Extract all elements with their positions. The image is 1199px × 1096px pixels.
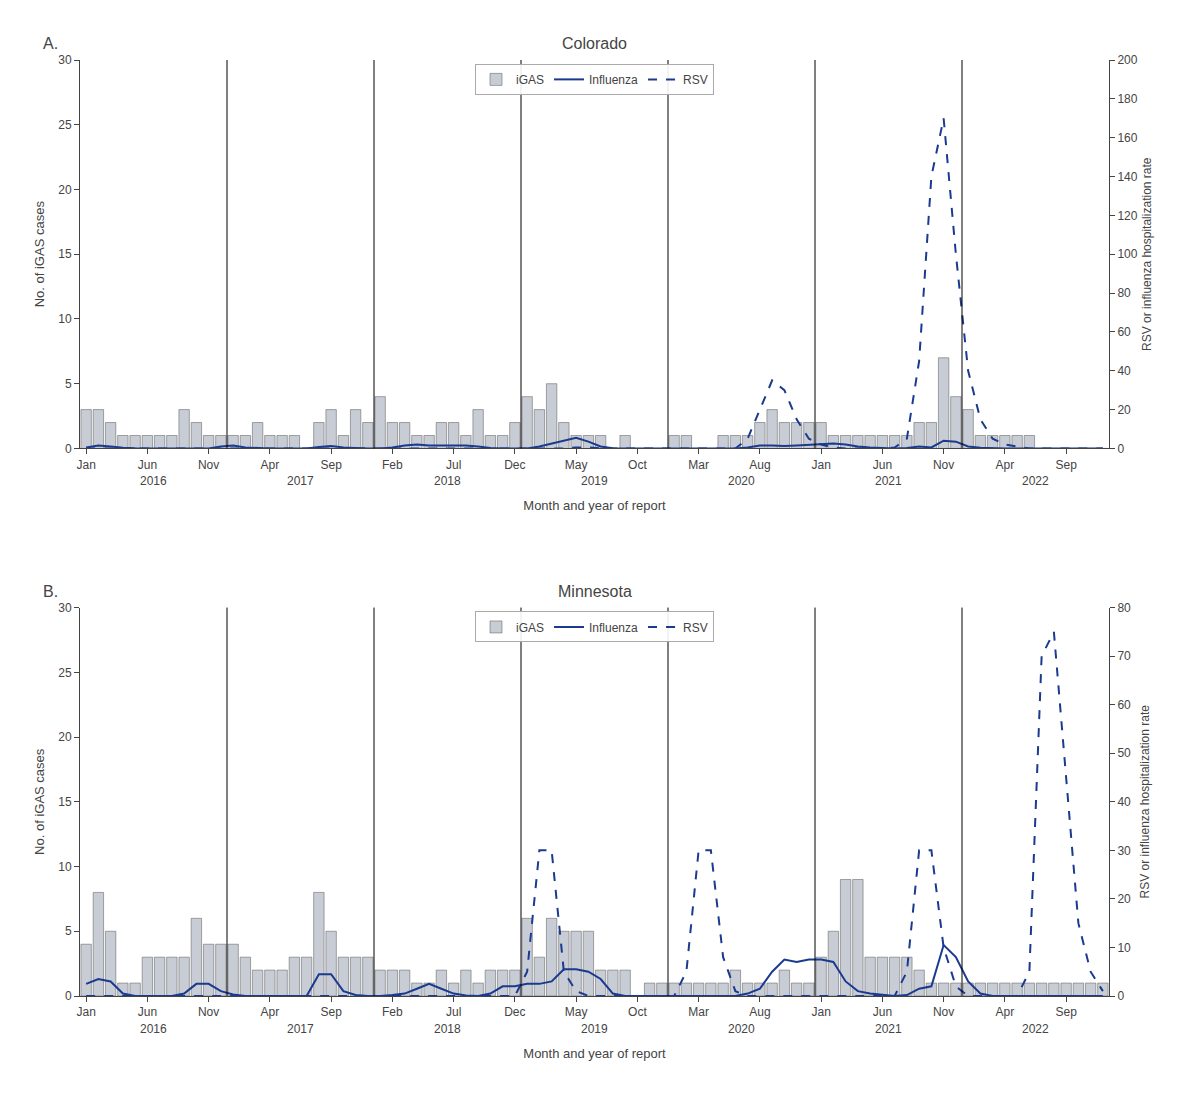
svg-text:Sep: Sep — [320, 458, 342, 472]
svg-text:Jul: Jul — [446, 1005, 461, 1019]
svg-text:Aug: Aug — [749, 1005, 770, 1019]
svg-text:Dec: Dec — [504, 1005, 525, 1019]
svg-text:60: 60 — [1117, 698, 1131, 712]
svg-text:Apr: Apr — [996, 458, 1015, 472]
svg-text:Jan: Jan — [76, 1005, 95, 1019]
svg-text:20: 20 — [1117, 403, 1131, 417]
svg-text:10: 10 — [58, 312, 72, 326]
svg-text:70: 70 — [1117, 649, 1131, 663]
svg-text:Minnesota: Minnesota — [558, 583, 632, 600]
svg-text:30: 30 — [58, 601, 72, 615]
svg-text:10: 10 — [1117, 941, 1131, 955]
svg-text:Jan: Jan — [811, 1005, 830, 1019]
svg-text:2019: 2019 — [581, 474, 608, 488]
svg-text:Nov: Nov — [933, 1005, 954, 1019]
svg-text:80: 80 — [1117, 286, 1131, 300]
svg-text:B.: B. — [43, 583, 58, 600]
svg-text:RSV: RSV — [683, 73, 708, 87]
svg-text:Apr: Apr — [261, 1005, 280, 1019]
svg-text:2020: 2020 — [728, 1022, 755, 1036]
svg-text:Oct: Oct — [628, 1005, 647, 1019]
svg-text:40: 40 — [1117, 795, 1131, 809]
svg-text:Month and year of report: Month and year of report — [523, 498, 666, 513]
svg-text:iGAS: iGAS — [516, 621, 544, 635]
svg-text:0: 0 — [65, 989, 72, 1003]
svg-text:20: 20 — [1117, 892, 1131, 906]
svg-text:100: 100 — [1117, 247, 1137, 261]
svg-text:No. of iGAS cases: No. of iGAS cases — [32, 201, 47, 308]
svg-text:Sep: Sep — [1055, 1005, 1077, 1019]
svg-text:Jan: Jan — [811, 458, 830, 472]
svg-text:40: 40 — [1117, 364, 1131, 378]
svg-text:2021: 2021 — [875, 1022, 902, 1036]
svg-text:2016: 2016 — [140, 474, 167, 488]
svg-text:Sep: Sep — [1055, 458, 1077, 472]
svg-text:2018: 2018 — [434, 1022, 461, 1036]
svg-text:2019: 2019 — [581, 1022, 608, 1036]
svg-text:20: 20 — [58, 183, 72, 197]
svg-text:2016: 2016 — [140, 1022, 167, 1036]
svg-text:RSV: RSV — [683, 621, 708, 635]
svg-text:80: 80 — [1117, 601, 1131, 615]
svg-text:5: 5 — [65, 924, 72, 938]
svg-text:5: 5 — [65, 377, 72, 391]
svg-text:180: 180 — [1117, 92, 1137, 106]
svg-text:15: 15 — [58, 795, 72, 809]
svg-text:2021: 2021 — [875, 474, 902, 488]
svg-text:Mar: Mar — [688, 1005, 709, 1019]
svg-text:May: May — [565, 1005, 588, 1019]
svg-text:Jun: Jun — [138, 458, 157, 472]
svg-text:Nov: Nov — [198, 458, 219, 472]
svg-text:Oct: Oct — [628, 458, 647, 472]
svg-text:iGAS: iGAS — [516, 73, 544, 87]
svg-text:Month and year of report: Month and year of report — [523, 1046, 666, 1061]
svg-text:2018: 2018 — [434, 474, 461, 488]
svg-text:50: 50 — [1117, 746, 1131, 760]
svg-text:Colorado: Colorado — [562, 35, 627, 52]
svg-text:Jun: Jun — [873, 1005, 892, 1019]
svg-text:30: 30 — [58, 53, 72, 67]
svg-text:10: 10 — [58, 860, 72, 874]
svg-text:30: 30 — [1117, 844, 1131, 858]
svg-text:0: 0 — [1117, 989, 1124, 1003]
svg-text:Feb: Feb — [382, 1005, 403, 1019]
svg-text:RSV or influenza hospitalizati: RSV or influenza hospitalization rate — [1138, 705, 1152, 899]
svg-text:Influenza: Influenza — [589, 73, 638, 87]
svg-text:Jun: Jun — [873, 458, 892, 472]
svg-text:A.: A. — [43, 35, 58, 52]
svg-text:2022: 2022 — [1022, 474, 1049, 488]
svg-text:Nov: Nov — [933, 458, 954, 472]
svg-text:May: May — [565, 458, 588, 472]
svg-text:2017: 2017 — [287, 1022, 314, 1036]
svg-text:RSV or influenza hospitalizati: RSV or influenza hospitalization rate — [1140, 157, 1154, 351]
svg-text:60: 60 — [1117, 325, 1131, 339]
svg-text:160: 160 — [1117, 131, 1137, 145]
svg-text:Mar: Mar — [688, 458, 709, 472]
svg-text:2017: 2017 — [287, 474, 314, 488]
svg-text:140: 140 — [1117, 170, 1137, 184]
svg-text:Nov: Nov — [198, 1005, 219, 1019]
svg-text:Influenza: Influenza — [589, 621, 638, 635]
svg-text:20: 20 — [58, 730, 72, 744]
svg-text:Feb: Feb — [382, 458, 403, 472]
svg-text:Jan: Jan — [76, 458, 95, 472]
svg-text:2022: 2022 — [1022, 1022, 1049, 1036]
svg-text:Jul: Jul — [446, 458, 461, 472]
svg-text:Dec: Dec — [504, 458, 525, 472]
svg-text:Aug: Aug — [749, 458, 770, 472]
svg-text:Jun: Jun — [138, 1005, 157, 1019]
svg-text:25: 25 — [58, 666, 72, 680]
svg-text:Apr: Apr — [261, 458, 280, 472]
svg-text:0: 0 — [65, 442, 72, 456]
svg-text:No. of iGAS cases: No. of iGAS cases — [32, 748, 47, 855]
svg-text:25: 25 — [58, 118, 72, 132]
svg-text:15: 15 — [58, 247, 72, 261]
svg-text:0: 0 — [1117, 442, 1124, 456]
svg-text:Apr: Apr — [996, 1005, 1015, 1019]
svg-text:2020: 2020 — [728, 474, 755, 488]
svg-text:200: 200 — [1117, 53, 1137, 67]
svg-text:Sep: Sep — [320, 1005, 342, 1019]
svg-text:120: 120 — [1117, 209, 1137, 223]
